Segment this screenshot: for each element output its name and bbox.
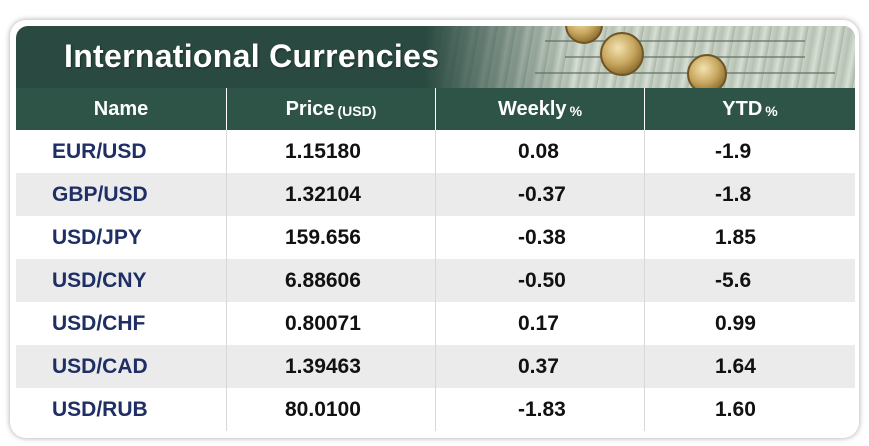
table-body: EUR/USD 1.15180 0.08 -1.9 GBP/USD 1.3210…: [16, 130, 855, 431]
price-cell: 0.80071: [227, 302, 436, 345]
column-header-row: Name Price (USD) Weekly % YTD %: [16, 88, 855, 130]
table-header-banner: International Currencies: [16, 26, 855, 88]
weekly-change-cell: -1.83: [436, 388, 645, 431]
table-title: International Currencies: [64, 38, 440, 74]
price-cell: 80.0100: [227, 388, 436, 431]
currency-pair-cell: USD/CNY: [16, 259, 227, 302]
table-row: USD/JPY 159.656 -0.38 1.85: [16, 216, 855, 259]
price-cell: 1.32104: [227, 173, 436, 216]
currency-pair-cell: USD/RUB: [16, 388, 227, 431]
price-cell: 1.15180: [227, 130, 436, 173]
banknote-line: [545, 40, 805, 42]
price-cell: 1.39463: [227, 345, 436, 388]
currency-pair-cell: GBP/USD: [16, 173, 227, 216]
column-header-price: Price (USD): [227, 88, 436, 130]
column-header-label: Name: [93, 97, 149, 120]
currency-table-card: International Currencies Name Price (USD…: [10, 20, 859, 438]
money-banknotes-image: [425, 26, 855, 88]
price-cell: 159.656: [227, 216, 436, 259]
coin-icon: [600, 32, 644, 76]
table-row: USD/CHF 0.80071 0.17 0.99: [16, 302, 855, 345]
currency-pair-cell: USD/CAD: [16, 345, 227, 388]
column-header-unit: %: [569, 103, 583, 119]
weekly-change-cell: 0.08: [436, 130, 645, 173]
banknote-line: [565, 56, 805, 58]
weekly-change-cell: -0.38: [436, 216, 645, 259]
price-cell: 6.88606: [227, 259, 436, 302]
ytd-change-cell: -1.8: [715, 182, 752, 206]
coin-icon: [687, 54, 727, 88]
column-header-weekly: Weekly %: [436, 88, 645, 130]
ytd-change-cell: -1.9: [715, 139, 752, 163]
ytd-change-cell: 1.64: [715, 354, 756, 378]
ytd-change-cell: -5.6: [715, 268, 752, 292]
table-row: USD/RUB 80.0100 -1.83 1.60: [16, 388, 855, 431]
weekly-change-cell: -0.50: [436, 259, 645, 302]
table-row: EUR/USD 1.15180 0.08 -1.9: [16, 130, 855, 173]
column-header-label: YTD: [722, 97, 763, 120]
column-header-ytd: YTD %: [645, 88, 855, 130]
currency-pair-cell: USD/JPY: [16, 216, 227, 259]
ytd-change-cell: 1.85: [715, 225, 756, 249]
table-row: USD/CNY 6.88606 -0.50 -5.6: [16, 259, 855, 302]
ytd-change-cell: 1.60: [715, 397, 756, 421]
table-row: GBP/USD 1.32104 -0.37 -1.8: [16, 173, 855, 216]
column-header-unit: (USD): [337, 103, 377, 119]
currency-pair-cell: USD/CHF: [16, 302, 227, 345]
column-header-unit: %: [765, 103, 778, 119]
column-header-name: Name: [16, 88, 227, 130]
ytd-change-cell: 0.99: [715, 311, 756, 335]
column-header-label: Price: [285, 97, 335, 120]
banknote-line: [535, 72, 835, 74]
weekly-change-cell: -0.37: [436, 173, 645, 216]
table-row: USD/CAD 1.39463 0.37 1.64: [16, 345, 855, 388]
currency-pair-cell: EUR/USD: [16, 130, 227, 173]
weekly-change-cell: 0.17: [436, 302, 645, 345]
weekly-change-cell: 0.37: [436, 345, 645, 388]
column-header-label: Weekly: [497, 97, 567, 120]
